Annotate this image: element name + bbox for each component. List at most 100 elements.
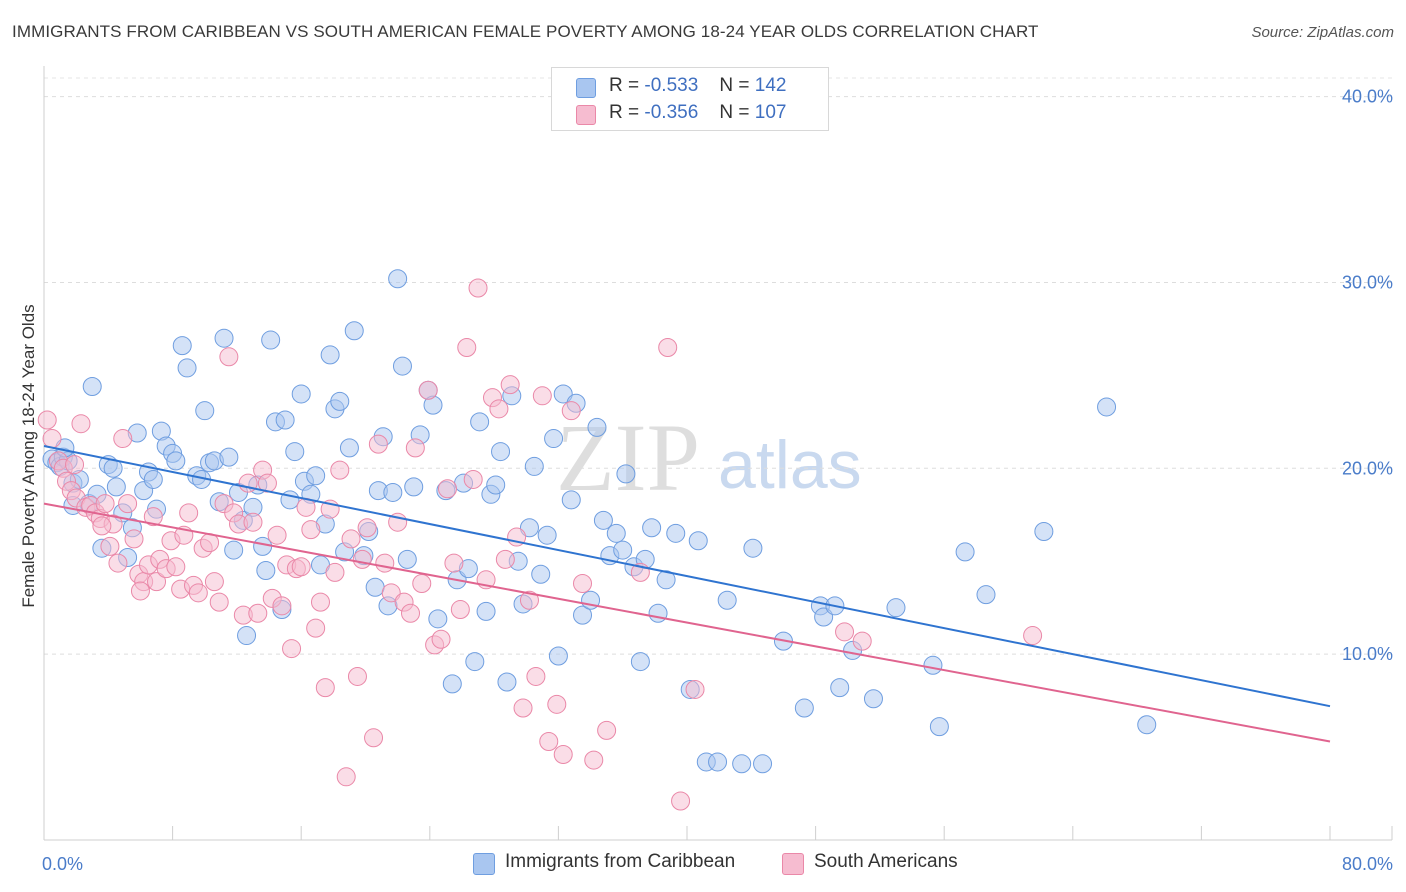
legend-r-label: R =	[609, 102, 640, 123]
south-american-point	[357, 518, 377, 538]
caribbean-point	[553, 384, 573, 404]
caribbean-point	[606, 523, 626, 543]
south-american-point	[219, 347, 239, 367]
south-american-point	[282, 639, 302, 659]
caribbean-point	[923, 655, 943, 675]
south-american-point	[143, 507, 163, 527]
watermark: ZIP atlas	[556, 404, 862, 511]
south-american-point	[584, 750, 604, 770]
caribbean-point	[237, 626, 257, 646]
south-american-point	[243, 512, 263, 532]
south-american-point	[42, 429, 62, 449]
south-american-point	[381, 583, 401, 603]
caribbean-point	[548, 646, 568, 666]
south-american-point	[364, 728, 384, 748]
south-american-point	[347, 666, 367, 686]
south-american-point	[405, 438, 425, 458]
caribbean-point	[630, 652, 650, 672]
south-american-point	[130, 581, 150, 601]
scatter-points	[37, 269, 1157, 811]
south-american-point	[147, 572, 167, 592]
caribbean-point	[285, 442, 305, 462]
y-axis-label: Female Poverty Among 18-24 Year Olds	[19, 304, 38, 607]
axes	[43, 66, 1393, 841]
south-american-point	[412, 574, 432, 594]
caribbean-point	[177, 358, 197, 378]
south-american-point	[65, 455, 85, 475]
south-american-point	[495, 549, 515, 569]
caribbean-point	[397, 549, 417, 569]
south-american-point	[519, 590, 539, 610]
south-american-point	[553, 745, 573, 765]
south-american-point	[179, 503, 199, 523]
caribbean-point	[166, 451, 186, 471]
south-american-point	[437, 479, 457, 499]
south-american-point	[368, 434, 388, 454]
legend-swatch-south-american	[576, 105, 596, 125]
caribbean-point	[261, 330, 281, 350]
south-american-point	[248, 603, 268, 623]
caribbean-point	[1137, 715, 1157, 735]
caribbean-point	[976, 585, 996, 605]
south-american-point	[118, 494, 138, 514]
caribbean-point	[491, 442, 511, 462]
legend-swatch-caribbean	[576, 78, 596, 98]
south-american-point	[401, 603, 421, 623]
caribbean-point	[955, 542, 975, 562]
south-american-point	[267, 525, 287, 545]
tick-labels: 10.0% 20.0% 30.0% 40.0% 0.0% 80.0%	[42, 87, 1393, 874]
caribbean-point	[486, 475, 506, 495]
south-american-point	[450, 600, 470, 620]
caribbean-point	[1097, 397, 1117, 417]
caribbean-point	[794, 698, 814, 718]
caribbean-point	[544, 429, 564, 449]
south-american-point	[526, 666, 546, 686]
y-tick-label: 40.0%	[1342, 87, 1393, 107]
trend-lines	[43, 445, 1331, 743]
x-tick-label: 0.0%	[42, 854, 83, 874]
caribbean-point	[365, 577, 385, 597]
south-american-point	[375, 553, 395, 573]
south-american-point	[489, 399, 509, 419]
south-american-point	[95, 494, 115, 514]
south-american-point	[71, 414, 91, 434]
caribbean-point	[1034, 521, 1054, 541]
south-american-point	[457, 337, 477, 357]
legend-r-value: -0.533	[644, 75, 699, 96]
watermark-atlas: atlas	[718, 427, 862, 503]
south-american-point	[92, 516, 112, 536]
caribbean-point	[106, 477, 126, 497]
caribbean-point	[732, 754, 752, 774]
bottom-legend-label-caribbean: Immigrants from Caribbean	[505, 851, 736, 872]
south-american-point	[539, 731, 559, 751]
south-american-point	[188, 583, 208, 603]
chart-title: IMMIGRANTS FROM CARIBBEAN VS SOUTH AMERI…	[12, 22, 1039, 41]
caribbean-point	[929, 717, 949, 737]
south-american-point	[37, 410, 57, 430]
bottom-legend-label-south-american: South Americans	[814, 851, 958, 872]
south-american-point	[113, 429, 133, 449]
caribbean-point	[330, 391, 350, 411]
caribbean-point	[666, 523, 686, 543]
grid-lines	[44, 77, 1394, 655]
y-tick-label: 20.0%	[1342, 458, 1393, 478]
y-tick-label: 10.0%	[1342, 644, 1393, 664]
south-american-point	[330, 460, 350, 480]
south-american-point	[306, 618, 326, 638]
caribbean-point	[587, 417, 607, 437]
south-american-point	[597, 720, 617, 740]
caribbean-point	[886, 598, 906, 618]
south-american-point	[315, 678, 335, 698]
caribbean-point	[656, 570, 676, 590]
south-american-point	[108, 553, 128, 573]
legend-n-value: 107	[754, 102, 787, 123]
south-american-point	[100, 536, 120, 556]
caribbean-point	[428, 609, 448, 629]
caribbean-trend-line	[43, 445, 1331, 708]
south-american-point	[431, 629, 451, 649]
legend-n-label: N =	[719, 75, 750, 96]
south-american-point	[272, 596, 292, 616]
caribbean-point	[388, 269, 408, 289]
caribbean-point	[256, 561, 276, 581]
south-american-point	[547, 694, 567, 714]
